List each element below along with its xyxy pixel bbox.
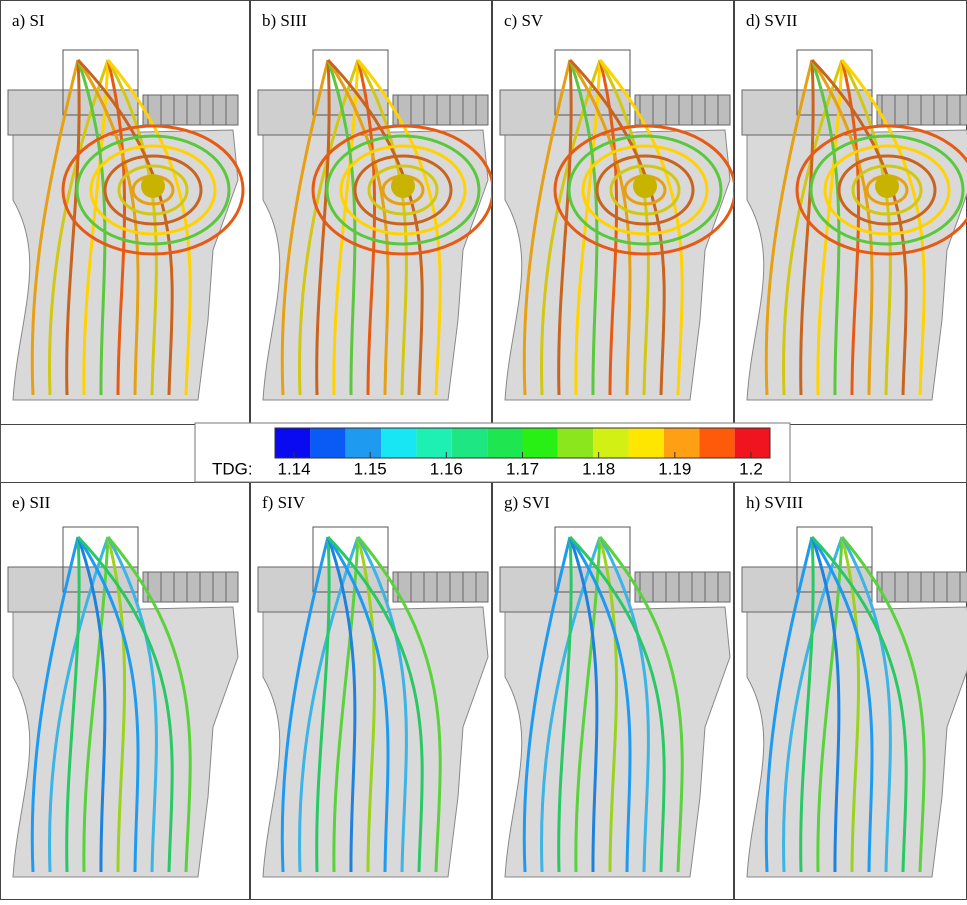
panel-label: a) SI	[12, 11, 45, 30]
gate-row	[635, 95, 730, 125]
panel-label: e) SII	[12, 493, 51, 512]
colorbar-tick-label: 1.15	[354, 459, 387, 478]
figure: a) SI b) SIII c) SV d) SVII e) SII f) SIV g) S…	[0, 0, 967, 900]
vortex-core	[141, 174, 165, 198]
colorbar-swatch	[452, 428, 487, 458]
colorbar-swatch	[735, 428, 770, 458]
vortex-core	[391, 174, 415, 198]
panel: f) SIV	[251, 483, 492, 900]
colorbar-swatch	[381, 428, 416, 458]
colorbar-swatch	[523, 428, 558, 458]
colorbar-swatch	[346, 428, 381, 458]
panel: a) SI	[1, 1, 250, 425]
colorbar-swatch	[664, 428, 699, 458]
panel-label: d) SVII	[746, 11, 798, 30]
colorbar-tick-label: 1.18	[582, 459, 615, 478]
vortex-core	[875, 174, 899, 198]
colorbar-tick-label: 1.16	[430, 459, 463, 478]
gate-row	[635, 572, 730, 602]
colorbar-swatch	[629, 428, 664, 458]
colorbar-swatch	[310, 428, 345, 458]
gate-row	[143, 95, 238, 125]
panel: g) SVI	[493, 483, 734, 900]
panel: d) SVII	[735, 1, 967, 425]
colorbar-title: TDG:	[212, 459, 253, 478]
gate-row	[393, 95, 488, 125]
colorbar-tick-label: 1.19	[658, 459, 691, 478]
colorbar-swatch	[558, 428, 593, 458]
colorbar-tick-label: 1.2	[739, 459, 763, 478]
gate-row	[877, 572, 967, 602]
vortex-core	[633, 174, 657, 198]
colorbar-tick-label: 1.14	[277, 459, 310, 478]
panel-label: f) SIV	[262, 493, 306, 512]
panel-label: g) SVI	[504, 493, 550, 512]
colorbar-swatch	[487, 428, 522, 458]
colorbar-tick-label: 1.17	[506, 459, 539, 478]
gate-row	[877, 95, 967, 125]
gate-row	[143, 572, 238, 602]
panel: c) SV	[493, 1, 736, 425]
panel-label: c) SV	[504, 11, 544, 30]
panel: b) SIII	[251, 1, 494, 425]
colorbar: TDG: 1.14 1.15 1.16 1.17 1.18 1.19 1.2	[195, 423, 790, 482]
panel-label: b) SIII	[262, 11, 307, 30]
panel: h) SVIII	[735, 483, 967, 900]
panel-label: h) SVIII	[746, 493, 803, 512]
gate-row	[393, 572, 488, 602]
panel: e) SII	[1, 483, 250, 900]
colorbar-swatch	[699, 428, 734, 458]
colorbar-swatch	[275, 428, 310, 458]
